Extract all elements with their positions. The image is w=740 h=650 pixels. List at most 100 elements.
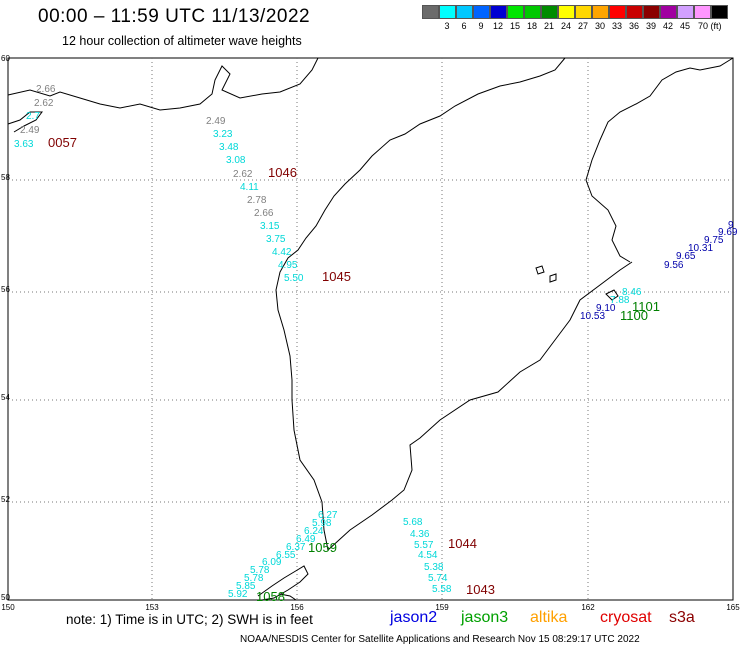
scale-label: 6 xyxy=(461,21,467,31)
wave-height-value: 5.85 xyxy=(236,581,256,592)
satellite-cryosat-label: cryosat xyxy=(600,609,652,626)
scale-swatch xyxy=(643,5,660,19)
wave-height-value: 3.08 xyxy=(226,155,246,166)
wave-height-value: 5.78 xyxy=(250,565,270,576)
scale-label: 30 xyxy=(594,21,605,31)
wave-height-value: 5.78 xyxy=(244,573,264,584)
wave-height-value: 3.63 xyxy=(14,139,34,150)
longitude-label: 156 xyxy=(290,603,304,612)
scale-swatch xyxy=(473,5,490,19)
wave-height-value: 6.24 xyxy=(304,526,324,537)
satellite-jason2-label: jason2 xyxy=(390,609,438,626)
pass-time-label: 1100 xyxy=(620,308,648,323)
wave-height-value: 6.49 xyxy=(296,534,316,545)
scale-label: 45 xyxy=(679,21,690,31)
wave-height-value: 4.95 xyxy=(278,260,298,271)
wave-height-value: 10.31 xyxy=(688,243,713,254)
scale-label: 27 xyxy=(577,21,588,31)
wave-height-value: 4.54 xyxy=(418,550,438,561)
wave-height-value: 2.62 xyxy=(233,169,253,180)
wave-height-value: 6.09 xyxy=(262,557,282,568)
longitude-label: 162 xyxy=(581,603,595,612)
wave-height-value: 4.36 xyxy=(410,529,430,540)
wave-height-value: 8.46 xyxy=(622,287,642,298)
scale-swatch xyxy=(609,5,626,19)
wave-height-value: 2.78 xyxy=(247,195,267,206)
wave-height-value: 4.11 xyxy=(240,182,259,193)
scale-swatch xyxy=(439,5,456,19)
wave-height-value: 6.37 xyxy=(286,542,306,553)
pass-time-label: 1101 xyxy=(632,299,660,314)
footer-note: note: 1) Time is in UTC; 2) SWH is in fe… xyxy=(66,612,313,627)
scale-swatch xyxy=(507,5,524,19)
wave-height-value: 2.49 xyxy=(20,125,40,136)
pass-time-label: 1044 xyxy=(448,536,477,551)
wave-height-color-scale: 3 6 9 12 15 18 21 24 27 30 33 36 39 42 45 70 (ft) xyxy=(422,5,728,33)
latitude-labels: 60 58 56 54 52 50 xyxy=(1,54,10,602)
wave-height-value: 3.15 xyxy=(260,221,280,232)
scale-swatch xyxy=(694,5,711,19)
latitude-label: 50 xyxy=(1,593,10,602)
wave-height-value: 9.65 xyxy=(676,251,696,262)
scale-label: 70 (ft) xyxy=(698,21,722,31)
latitude-label: 54 xyxy=(1,393,10,402)
wave-height-value: 2.66 xyxy=(36,84,56,95)
latitude-label: 60 xyxy=(1,54,10,63)
scale-label: 39 xyxy=(645,21,656,31)
satellite-jason3-label: jason3 xyxy=(461,609,509,626)
latitude-label: 58 xyxy=(1,173,10,182)
scale-swatch xyxy=(711,5,728,19)
pass-time-label: 1046 xyxy=(268,165,297,180)
scale-label: 42 xyxy=(662,21,673,31)
wave-height-value: 5.74 xyxy=(428,573,448,584)
scale-swatch xyxy=(592,5,609,19)
map-title: 00:00 – 11:59 UTC 11/13/2022 xyxy=(38,6,311,27)
wave-height-value: 2.62 xyxy=(34,98,54,109)
wave-height-value: 10.53 xyxy=(580,311,605,322)
longitude-label: 165 xyxy=(726,603,740,612)
pass-time-label: 1059 xyxy=(308,540,337,555)
scale-label: 15 xyxy=(509,21,520,31)
scale-label: 3 xyxy=(444,21,450,31)
longitude-label: 150 xyxy=(1,603,15,612)
credit-line: NOAA/NESDIS Center for Satellite Applica… xyxy=(240,634,640,645)
scale-label: 12 xyxy=(492,21,503,31)
satellite-s3a-label: s3a xyxy=(669,609,695,626)
wave-height-value: 9.10 xyxy=(596,303,616,314)
wave-height-value: 3.75 xyxy=(266,234,286,245)
wave-height-value: 6.55 xyxy=(276,550,296,561)
scale-swatch xyxy=(541,5,558,19)
longitude-labels: 150 153 156 159 162 165 xyxy=(1,603,740,612)
scale-label: 18 xyxy=(526,21,537,31)
wave-height-value: 7.88 xyxy=(610,295,630,306)
wave-height-value: 6.27 xyxy=(318,510,338,521)
map-subtitle: 12 hour collection of altimeter wave hei… xyxy=(62,34,302,48)
scale-label: 9 xyxy=(478,21,484,31)
scale-swatch xyxy=(626,5,643,19)
coastline xyxy=(7,57,734,601)
map-frame xyxy=(7,57,734,601)
scale-swatch xyxy=(660,5,677,19)
wave-height-value: 3.48 xyxy=(219,142,239,153)
scale-swatch xyxy=(558,5,575,19)
wave-height-readings: 2.66 2.62 2.7 2.49 3.63 0057 2.49 3.23 3.48 3.08 2… xyxy=(14,84,738,604)
wave-height-value: 5.68 xyxy=(403,517,423,528)
pass-time-label: 1045 xyxy=(322,269,351,284)
scale-swatch xyxy=(524,5,541,19)
satellite-altika-label: altika xyxy=(530,609,568,626)
pass-time-label: 0057 xyxy=(48,135,77,150)
pass-time-label: 1058 xyxy=(256,589,285,604)
scale-label: 33 xyxy=(611,21,622,31)
wave-height-value: 9.75 xyxy=(704,235,724,246)
wave-height-value: 5.92 xyxy=(228,589,248,600)
wave-height-value: 5.50 xyxy=(284,273,304,284)
wave-height-value: 4.42 xyxy=(272,247,292,258)
scale-label: 36 xyxy=(628,21,639,31)
scale-label: 21 xyxy=(543,21,554,31)
wave-height-value: 5.57 xyxy=(414,540,434,551)
wave-height-value: 9.69 xyxy=(718,227,738,238)
wave-height-value: 5.58 xyxy=(432,584,452,595)
scale-swatch xyxy=(422,5,439,19)
pass-time-label: 1043 xyxy=(466,582,495,597)
